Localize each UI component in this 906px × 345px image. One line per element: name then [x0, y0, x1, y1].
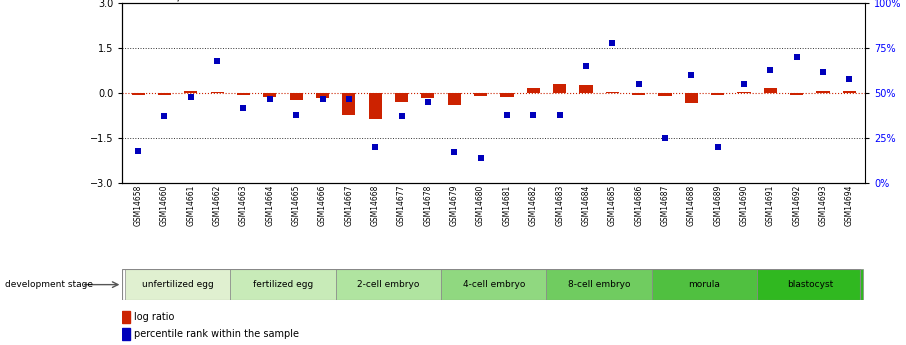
- Text: GSM14667: GSM14667: [344, 185, 353, 226]
- Bar: [122, 328, 130, 340]
- Bar: [757, 269, 863, 300]
- Bar: [553, 83, 566, 93]
- Text: GSM14681: GSM14681: [503, 185, 512, 226]
- Text: percentile rank within the sample: percentile rank within the sample: [134, 329, 299, 339]
- Text: 8-cell embryo: 8-cell embryo: [568, 280, 631, 289]
- Bar: [685, 93, 698, 103]
- Text: GSM14658: GSM14658: [133, 185, 142, 226]
- Text: GSM14663: GSM14663: [239, 185, 248, 226]
- Text: GSM14660: GSM14660: [160, 185, 169, 226]
- Text: GSM14686: GSM14686: [634, 185, 643, 226]
- Bar: [336, 269, 441, 300]
- Text: GSM14683: GSM14683: [555, 185, 564, 226]
- Text: log ratio: log ratio: [134, 312, 174, 322]
- Text: fertilized egg: fertilized egg: [253, 280, 313, 289]
- Bar: [125, 269, 230, 300]
- Text: GSM14666: GSM14666: [318, 185, 327, 226]
- Text: GSM14678: GSM14678: [423, 185, 432, 226]
- Bar: [316, 93, 329, 98]
- Bar: [369, 93, 381, 119]
- Text: 2-cell embryo: 2-cell embryo: [357, 280, 419, 289]
- Bar: [184, 91, 198, 93]
- Bar: [816, 91, 830, 93]
- Text: GSM14691: GSM14691: [766, 185, 775, 226]
- Bar: [290, 93, 303, 100]
- Bar: [737, 92, 751, 93]
- Text: GSM14689: GSM14689: [713, 185, 722, 226]
- Text: GSM14687: GSM14687: [660, 185, 670, 226]
- Bar: [421, 93, 435, 98]
- Text: GSM14661: GSM14661: [187, 185, 196, 226]
- Bar: [546, 269, 651, 300]
- Text: unfertilized egg: unfertilized egg: [141, 280, 214, 289]
- Bar: [122, 310, 130, 323]
- Text: GSM14684: GSM14684: [582, 185, 591, 226]
- Text: GSM14693: GSM14693: [819, 185, 827, 226]
- Bar: [236, 93, 250, 95]
- Text: 4-cell embryo: 4-cell embryo: [463, 280, 525, 289]
- Bar: [580, 85, 593, 93]
- Text: GSM14664: GSM14664: [265, 185, 275, 226]
- Bar: [210, 92, 224, 93]
- Text: GSM14680: GSM14680: [476, 185, 485, 226]
- Text: morula: morula: [689, 280, 720, 289]
- Bar: [342, 93, 355, 115]
- Text: GSM14668: GSM14668: [371, 185, 380, 226]
- Bar: [500, 93, 514, 97]
- Text: GSM14679: GSM14679: [449, 185, 458, 226]
- Text: GSM14662: GSM14662: [213, 185, 222, 226]
- Bar: [131, 93, 145, 95]
- Text: GSM14690: GSM14690: [739, 185, 748, 226]
- Text: GSM14692: GSM14692: [792, 185, 801, 226]
- Text: GSM14677: GSM14677: [397, 185, 406, 226]
- Text: GSM14688: GSM14688: [687, 185, 696, 226]
- Bar: [264, 93, 276, 97]
- Bar: [606, 92, 619, 93]
- Text: GSM14694: GSM14694: [845, 185, 854, 226]
- Bar: [158, 93, 171, 95]
- Bar: [790, 93, 804, 95]
- Text: GSM14685: GSM14685: [608, 185, 617, 226]
- Bar: [843, 91, 856, 93]
- Text: GDS578 / 974: GDS578 / 974: [122, 0, 209, 2]
- Bar: [711, 93, 724, 95]
- Bar: [632, 93, 645, 95]
- Bar: [764, 88, 777, 93]
- Bar: [441, 269, 546, 300]
- Bar: [526, 88, 540, 93]
- Bar: [395, 93, 408, 102]
- Bar: [651, 269, 757, 300]
- Text: blastocyst: blastocyst: [786, 280, 833, 289]
- Text: development stage: development stage: [5, 280, 92, 289]
- Text: GSM14682: GSM14682: [529, 185, 538, 226]
- Bar: [448, 93, 461, 105]
- Bar: [230, 269, 336, 300]
- Bar: [474, 93, 487, 96]
- Text: GSM14665: GSM14665: [292, 185, 301, 226]
- Bar: [659, 93, 671, 96]
